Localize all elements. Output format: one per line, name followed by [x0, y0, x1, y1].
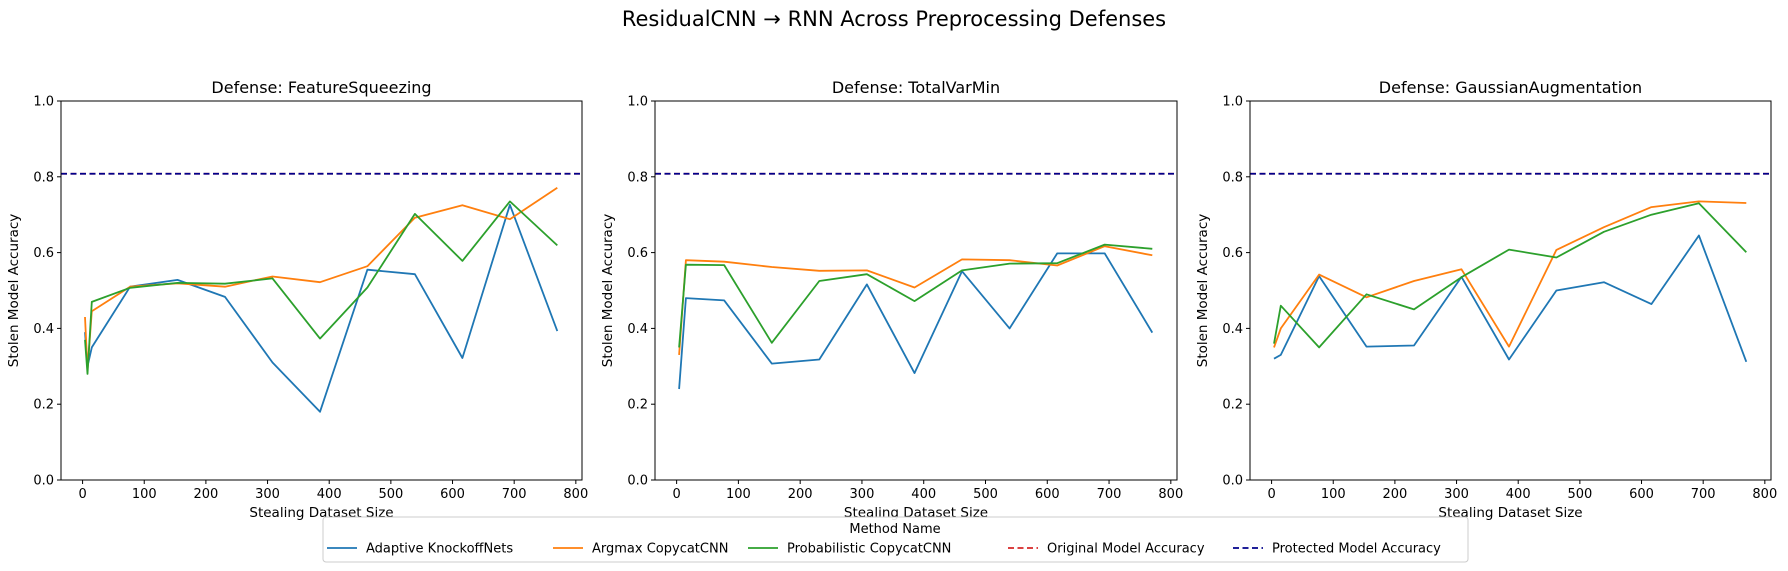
x-tick-label: 300 — [1444, 487, 1469, 502]
x-tick-label: 0 — [672, 487, 680, 502]
x-tick-label: 800 — [563, 487, 588, 502]
x-tick-label: 500 — [973, 487, 998, 502]
series-line-argmax-copycatcnn — [678, 245, 1153, 355]
x-tick-label: 500 — [1567, 487, 1592, 502]
y-tick-label: 0.2 — [627, 398, 648, 413]
x-tick-label: 700 — [1691, 487, 1716, 502]
y-axis-label: Stolen Model Accuracy — [1195, 214, 1211, 367]
y-tick-label: 0.4 — [33, 322, 54, 337]
y-tick-label: 0.0 — [1222, 474, 1243, 489]
axes-frame — [654, 100, 1178, 481]
x-tick-label: 0 — [78, 487, 86, 502]
legend: Method Name Adaptive KnockoffNets Argmax C… — [322, 516, 1469, 563]
legend-title: Method Name — [849, 522, 940, 537]
legend-entry-adaptive-knockoffnets: Adaptive KnockoffNets — [327, 542, 513, 557]
y-tick-label: 0.0 — [33, 474, 54, 489]
y-tick-label: 0.4 — [1222, 322, 1243, 337]
series-line-probabilistic-copycatcnn — [1273, 202, 1747, 349]
y-tick-label: 0.2 — [1222, 398, 1243, 413]
x-tick-label: 500 — [378, 487, 403, 502]
series-line-adaptive-knockoffnets — [1273, 234, 1748, 363]
y-tick-label: 0.0 — [627, 474, 648, 489]
legend-label: Probabilistic CopycatCNN — [787, 542, 951, 557]
axes-frame — [1249, 100, 1772, 481]
legend-label: Argmax CopycatCNN — [592, 542, 728, 557]
y-tick-label: 1.0 — [33, 95, 54, 110]
y-axis-label: Stolen Model Accuracy — [600, 214, 616, 367]
subplot-2: Defense: TotalVarMin 0.0 0.2 0.4 0.6 0.8 1.0 0 1… — [600, 78, 1183, 521]
x-tick-label: 400 — [317, 487, 342, 502]
x-axis-label: Stealing Dataset Size — [1438, 505, 1582, 521]
x-tick-label: 600 — [440, 487, 465, 502]
x-tick-label: 200 — [193, 487, 218, 502]
subplot-title: Defense: GaussianAugmentation — [1379, 78, 1642, 97]
y-tick-label: 1.0 — [1222, 95, 1243, 110]
legend-label: Adaptive KnockoffNets — [366, 542, 513, 557]
y-tick-label: 0.8 — [33, 170, 54, 185]
figure-title: ResidualCNN → RNN Across Preprocessing D… — [622, 7, 1166, 31]
axes-frame — [60, 100, 583, 481]
subplot-3: Defense: GaussianAugmentation 0.0 0.2 0.4 0.… — [1195, 78, 1777, 521]
subplot-grid: Defense: FeatureSqueezing 0.0 0.2 0.4 0.6 0.8… — [6, 78, 1777, 521]
y-tick-label: 0.6 — [1222, 246, 1243, 261]
series-line-adaptive-knockoffnets — [678, 252, 1154, 390]
x-tick-label: 300 — [850, 487, 875, 502]
series-line-probabilistic-copycatcnn — [678, 243, 1153, 348]
legend-entry-probabilistic-copycatcnn: Probabilistic CopycatCNN — [748, 542, 951, 557]
x-tick-label: 800 — [1752, 487, 1777, 502]
x-tick-label: 800 — [1158, 487, 1183, 502]
y-tick-label: 0.6 — [33, 246, 54, 261]
y-tick-label: 0.4 — [627, 322, 648, 337]
x-tick-label: 100 — [1321, 487, 1346, 502]
y-tick-label: 0.8 — [1222, 170, 1243, 185]
legend-entry-argmax-copycatcnn: Argmax CopycatCNN — [553, 542, 728, 557]
x-tick-label: 700 — [502, 487, 527, 502]
legend-label: Original Model Accuracy — [1047, 542, 1205, 557]
y-tick-label: 0.6 — [627, 246, 648, 261]
legend-box — [322, 516, 1469, 563]
subplot-title: Defense: TotalVarMin — [832, 78, 1000, 97]
x-tick-label: 300 — [255, 487, 280, 502]
plot-area — [1250, 172, 1771, 363]
series-line-argmax-copycatcnn — [1273, 200, 1747, 348]
x-tick-label: 100 — [132, 487, 157, 502]
legend-entry-original-model-accuracy: Original Model Accuracy — [1008, 542, 1205, 557]
legend-label: Protected Model Accuracy — [1272, 542, 1441, 557]
x-tick-label: 200 — [788, 487, 813, 502]
plot-area — [61, 172, 582, 413]
series-line-adaptive-knockoffnets — [84, 203, 559, 413]
x-tick-label: 600 — [1035, 487, 1060, 502]
y-tick-label: 0.8 — [627, 170, 648, 185]
x-tick-label: 600 — [1629, 487, 1654, 502]
series-line-probabilistic-copycatcnn — [84, 200, 558, 375]
plot-area — [655, 172, 1177, 390]
y-tick-label: 1.0 — [627, 95, 648, 110]
x-tick-label: 200 — [1382, 487, 1407, 502]
y-axis-label: Stolen Model Accuracy — [6, 214, 22, 367]
subplot-1: Defense: FeatureSqueezing 0.0 0.2 0.4 0.6 0.8… — [6, 78, 588, 521]
legend-entry-protected-model-accuracy: Protected Model Accuracy — [1233, 542, 1441, 557]
x-tick-label: 700 — [1097, 487, 1122, 502]
y-tick-label: 0.2 — [33, 398, 54, 413]
x-tick-label: 0 — [1267, 487, 1275, 502]
subplot-title: Defense: FeatureSqueezing — [211, 78, 431, 97]
x-tick-label: 100 — [726, 487, 751, 502]
x-tick-label: 400 — [1506, 487, 1531, 502]
x-tick-label: 400 — [911, 487, 936, 502]
